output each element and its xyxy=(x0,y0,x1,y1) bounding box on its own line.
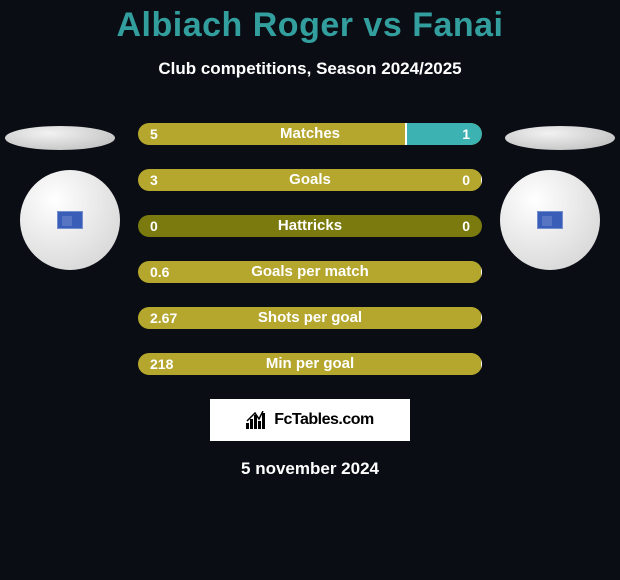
stat-label: Hattricks xyxy=(138,215,482,237)
bar-left xyxy=(138,353,482,375)
stat-value-right: 0 xyxy=(462,215,470,237)
brand-text: FcTables.com xyxy=(274,411,374,429)
stat-row: Goals per match0.6 xyxy=(138,261,482,283)
stat-value-right: 0 xyxy=(462,169,470,191)
stat-value-right: 1 xyxy=(462,123,470,145)
bar-right xyxy=(406,123,482,145)
stat-value-left: 5 xyxy=(150,123,158,145)
stat-value-left: 0 xyxy=(150,215,158,237)
stat-value-left: 0.6 xyxy=(150,261,169,283)
brand-logo: FcTables.com xyxy=(210,399,410,441)
stat-row: Matches51 xyxy=(138,123,482,145)
subtitle: Club competitions, Season 2024/2025 xyxy=(158,59,461,79)
date-text: 5 november 2024 xyxy=(241,459,379,479)
bar-left xyxy=(138,123,406,145)
stat-row: Shots per goal2.67 xyxy=(138,307,482,329)
stat-row: Min per goal218 xyxy=(138,353,482,375)
bar-left xyxy=(138,169,482,191)
stat-value-left: 3 xyxy=(150,169,158,191)
stat-value-left: 218 xyxy=(150,353,173,375)
bar-left xyxy=(138,261,482,283)
stat-row: Goals30 xyxy=(138,169,482,191)
stat-row: Hattricks0 0 xyxy=(138,215,482,237)
page-title: Albiach Roger vs Fanai xyxy=(117,6,504,45)
bar-left xyxy=(138,307,482,329)
stat-rows: Matches51Goals30Hattricks00Goals per mat… xyxy=(0,123,620,375)
stat-value-left: 2.67 xyxy=(150,307,177,329)
chart-icon xyxy=(246,411,268,429)
